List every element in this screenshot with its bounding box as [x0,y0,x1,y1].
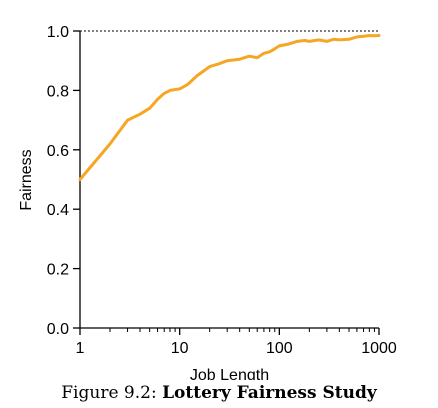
caption-title: Lottery Fairness Study [162,383,377,403]
ticks: 0.0 0.2 0.4 0.6 0.8 1.0 1 10 100 1000 [47,24,397,357]
x-axis-label: Job Length [190,367,269,380]
x-tick-label: 100 [266,340,293,357]
y-tick-label: 0.0 [47,321,69,338]
x-tick-label: 1000 [361,340,397,357]
x-tick-label: 10 [171,340,189,357]
series-line-fairness [78,34,381,181]
y-tick-label: 1.0 [47,24,69,41]
y-tick-label: 0.2 [47,262,69,279]
axes [79,30,379,329]
y-tick-label: 0.6 [47,143,69,160]
fairness-chart: 0.00.20.40.60.81.01 10 100 1000 Job Length … [18,24,397,380]
y-tick-label: 0.4 [47,202,69,219]
x-tick-label: 1 [76,340,85,357]
caption-prefix: Figure 9.2: [61,383,163,403]
y-tick-label: 0.8 [47,83,69,100]
y-axis-label: Fairness [18,149,35,210]
figure-caption: Figure 9.2: Lottery Fairness Study [0,383,438,403]
